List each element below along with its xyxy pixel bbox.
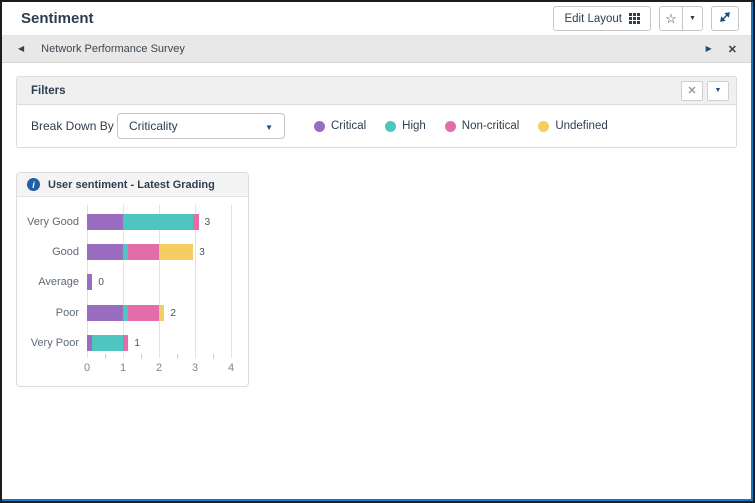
x-axis-tick-label: 1: [119, 362, 127, 374]
minor-tick: [213, 354, 214, 359]
gridline: [231, 205, 232, 358]
legend-label: High: [402, 120, 426, 132]
legend-item-undefined: Undefined: [538, 120, 608, 132]
chevron-down-icon: ▼: [265, 123, 273, 132]
x-axis-tick-label: 3: [191, 362, 199, 374]
edit-layout-label: Edit Layout: [564, 12, 622, 25]
legend-item-critical: Critical: [314, 120, 366, 132]
bar-total-label: 2: [170, 308, 176, 319]
legend-label: Non-critical: [461, 120, 520, 132]
chevron-down-icon: ▼: [714, 87, 722, 94]
filters-collapse-button[interactable]: ▼: [707, 80, 729, 101]
app-header: Sentiment Edit Layout ☆: [2, 2, 751, 36]
breakdown-selected-value: Criticality: [129, 119, 178, 133]
star-icon: ☆: [665, 10, 677, 26]
bar-segment-high: [92, 335, 123, 351]
bar-segment-high: [123, 214, 194, 230]
filters-clear-button[interactable]: ✕: [681, 80, 703, 101]
minor-tick: [177, 354, 178, 359]
category-label: Very Poor: [30, 337, 79, 349]
breakdown-select[interactable]: Criticality ▼: [117, 113, 285, 139]
gridline: [195, 205, 196, 358]
close-survey-icon[interactable]: ✕: [727, 43, 737, 56]
legend-item-high: High: [385, 120, 426, 132]
bar-segment-critical: [87, 305, 123, 321]
gridline: [123, 205, 124, 358]
filters-panel: Filters ✕ ▼ Break Down By Criticality ▼ …: [16, 76, 737, 148]
bar-total-label: 3: [204, 217, 211, 228]
close-icon: ✕: [687, 85, 697, 97]
legend-item-non-critical: Non-critical: [444, 120, 520, 132]
favorite-button[interactable]: ☆: [659, 6, 683, 31]
x-axis-tick-label: 0: [83, 362, 91, 374]
minor-tick: [141, 354, 142, 359]
edit-layout-button[interactable]: Edit Layout: [553, 6, 651, 31]
bar-segment-high: [123, 244, 129, 260]
sentiment-bar-chart: 0 1 2 3 4 Very Good 3 Good 3 Average 0 Poor 2 Very Po…: [17, 197, 248, 386]
bar-segment-critical: [87, 274, 93, 290]
filters-header: Filters ✕ ▼: [17, 77, 736, 105]
bar-segment-non-critical: [123, 335, 129, 351]
bar-segment-undefined: [159, 244, 194, 260]
minor-tick: [105, 354, 106, 359]
x-axis-tick-label: 4: [227, 362, 235, 374]
legend-dot: [385, 120, 397, 132]
legend-dot: [314, 120, 325, 132]
favorite-dropdown-button[interactable]: ▼: [683, 6, 703, 31]
filters-title: Filters: [31, 84, 66, 97]
bar-segment-critical: [87, 335, 93, 351]
grid-icon: [629, 13, 640, 24]
bar-total-label: 1: [134, 338, 140, 349]
survey-bar: ◀ Network Performance Survey ▶ ✕: [2, 36, 751, 63]
x-axis-tick-label: 2: [155, 362, 163, 374]
bar-total-label: 0: [98, 277, 104, 288]
break-down-by-label: Break Down By: [31, 119, 114, 133]
chart-card: i User sentiment - Latest Grading 0 1 2 3 4 V…: [16, 172, 249, 387]
page-title: Sentiment: [21, 10, 94, 27]
chart-card-header: i User sentiment - Latest Grading: [17, 173, 248, 197]
bar-segment-non-critical: [128, 244, 159, 260]
bar-segment-non-critical: [128, 305, 159, 321]
prev-survey-icon[interactable]: ◀: [18, 44, 25, 53]
chart-title: User sentiment - Latest Grading: [48, 178, 215, 191]
expand-icon: [719, 11, 731, 26]
legend-dot: [444, 120, 456, 132]
category-label: Very Good: [27, 216, 79, 228]
legend: Critical High Non-critical Undefined: [314, 120, 608, 132]
info-icon[interactable]: i: [27, 178, 40, 191]
legend-label: Undefined: [555, 120, 608, 132]
bar-segment-non-critical: [193, 214, 199, 230]
category-label: Good: [52, 246, 79, 258]
expand-button[interactable]: [711, 6, 739, 31]
bar-segment-high: [123, 305, 129, 321]
legend-dot: [538, 120, 550, 132]
bar-total-label: 3: [199, 247, 205, 258]
next-survey-icon[interactable]: ▶: [705, 44, 712, 53]
legend-label: Critical: [331, 120, 367, 132]
bar-segment-undefined: [159, 305, 165, 321]
bar-segment-critical: [87, 244, 123, 260]
chevron-down-icon: ▼: [689, 15, 696, 22]
category-label: Poor: [55, 307, 79, 319]
category-label: Average: [38, 276, 79, 288]
bar-segment-critical: [87, 214, 123, 230]
gridline: [159, 205, 160, 358]
survey-title: Network Performance Survey: [41, 43, 185, 55]
